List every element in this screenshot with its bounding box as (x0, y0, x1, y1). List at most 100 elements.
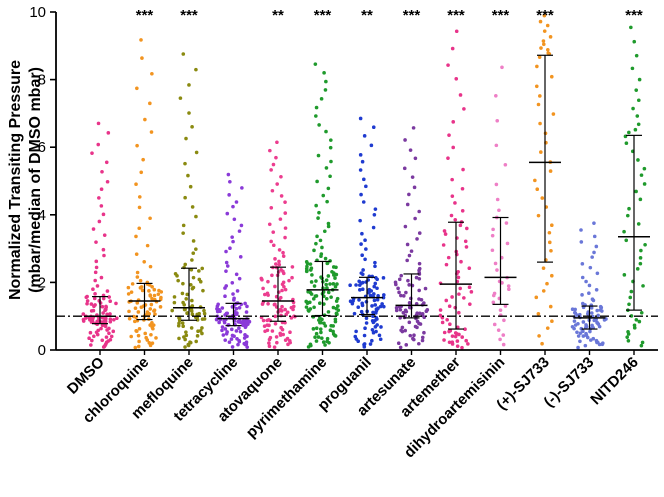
data-point (281, 254, 286, 258)
data-point (92, 296, 97, 301)
data-point (627, 130, 631, 135)
data-point (422, 330, 426, 335)
data-point (272, 302, 277, 307)
data-point (234, 329, 239, 333)
category-label: DMSO (64, 354, 108, 398)
data-point (319, 330, 323, 335)
data-point (115, 316, 119, 321)
data-point (94, 265, 99, 270)
data-point (545, 281, 549, 286)
data-point (149, 332, 153, 337)
data-point (373, 264, 377, 269)
data-point (330, 269, 334, 274)
data-point (541, 289, 546, 293)
data-point (551, 112, 556, 116)
data-point (333, 317, 338, 322)
data-point (261, 318, 266, 323)
data-point (572, 319, 577, 323)
data-point (322, 321, 326, 326)
data-point (225, 330, 229, 334)
significance-label: ** (272, 7, 284, 24)
data-point (181, 324, 185, 329)
data-point (382, 304, 386, 309)
data-point (370, 318, 375, 323)
data-point (447, 340, 452, 345)
data-point (634, 189, 638, 194)
data-point (283, 211, 288, 215)
data-point (323, 343, 327, 347)
data-point (575, 330, 579, 335)
data-point (601, 341, 605, 345)
data-point (243, 301, 247, 306)
data-point (285, 310, 290, 315)
data-point (539, 46, 543, 50)
data-point (323, 88, 328, 92)
data-point (550, 319, 554, 324)
data-point (279, 325, 283, 330)
y-tick-label: 2 (38, 274, 46, 291)
data-point (239, 223, 244, 228)
data-point (304, 269, 309, 274)
data-point (150, 71, 154, 76)
data-point (587, 291, 591, 296)
data-point (108, 319, 113, 324)
data-point (409, 249, 414, 253)
data-point (446, 156, 450, 160)
data-point (107, 295, 111, 299)
data-point (331, 329, 335, 334)
data-point (326, 224, 331, 229)
data-point (309, 280, 314, 284)
data-point (190, 258, 194, 262)
data-point (269, 205, 274, 210)
data-point (592, 221, 596, 225)
data-point (324, 278, 329, 283)
data-point (91, 287, 95, 292)
data-point (188, 184, 193, 189)
data-point (362, 342, 367, 346)
data-point (595, 308, 599, 313)
data-point (393, 280, 398, 285)
data-point (314, 331, 319, 336)
data-point (283, 200, 287, 204)
data-point (450, 295, 454, 299)
data-point (319, 252, 324, 256)
data-point (639, 343, 644, 348)
data-point (382, 293, 386, 297)
data-point (335, 304, 340, 308)
data-point (240, 186, 244, 190)
data-point (228, 246, 232, 251)
data-point (235, 336, 239, 341)
data-point (396, 286, 400, 291)
data-point (310, 273, 314, 277)
data-point (381, 295, 386, 300)
data-point (492, 322, 497, 327)
data-point (273, 257, 277, 261)
significance-label: *** (492, 7, 510, 24)
data-point (267, 341, 271, 345)
data-point (572, 310, 577, 315)
data-point (223, 338, 228, 342)
data-point (235, 289, 240, 293)
data-point (189, 267, 194, 272)
data-point (444, 298, 449, 303)
data-point (578, 331, 583, 335)
data-point (459, 259, 463, 264)
data-point (170, 308, 174, 313)
data-point (624, 141, 629, 145)
data-point (399, 328, 403, 333)
data-point (236, 342, 240, 347)
data-point (220, 325, 225, 329)
data-point (460, 335, 465, 339)
data-point (492, 291, 497, 296)
data-point (371, 314, 375, 318)
data-point (191, 285, 196, 290)
data-point (139, 285, 144, 289)
data-point (237, 305, 242, 310)
data-point (590, 323, 594, 328)
data-point (184, 330, 188, 334)
data-point (108, 317, 113, 321)
data-point (415, 237, 419, 241)
data-point (187, 83, 191, 87)
data-point (180, 291, 185, 296)
data-point (102, 253, 106, 258)
